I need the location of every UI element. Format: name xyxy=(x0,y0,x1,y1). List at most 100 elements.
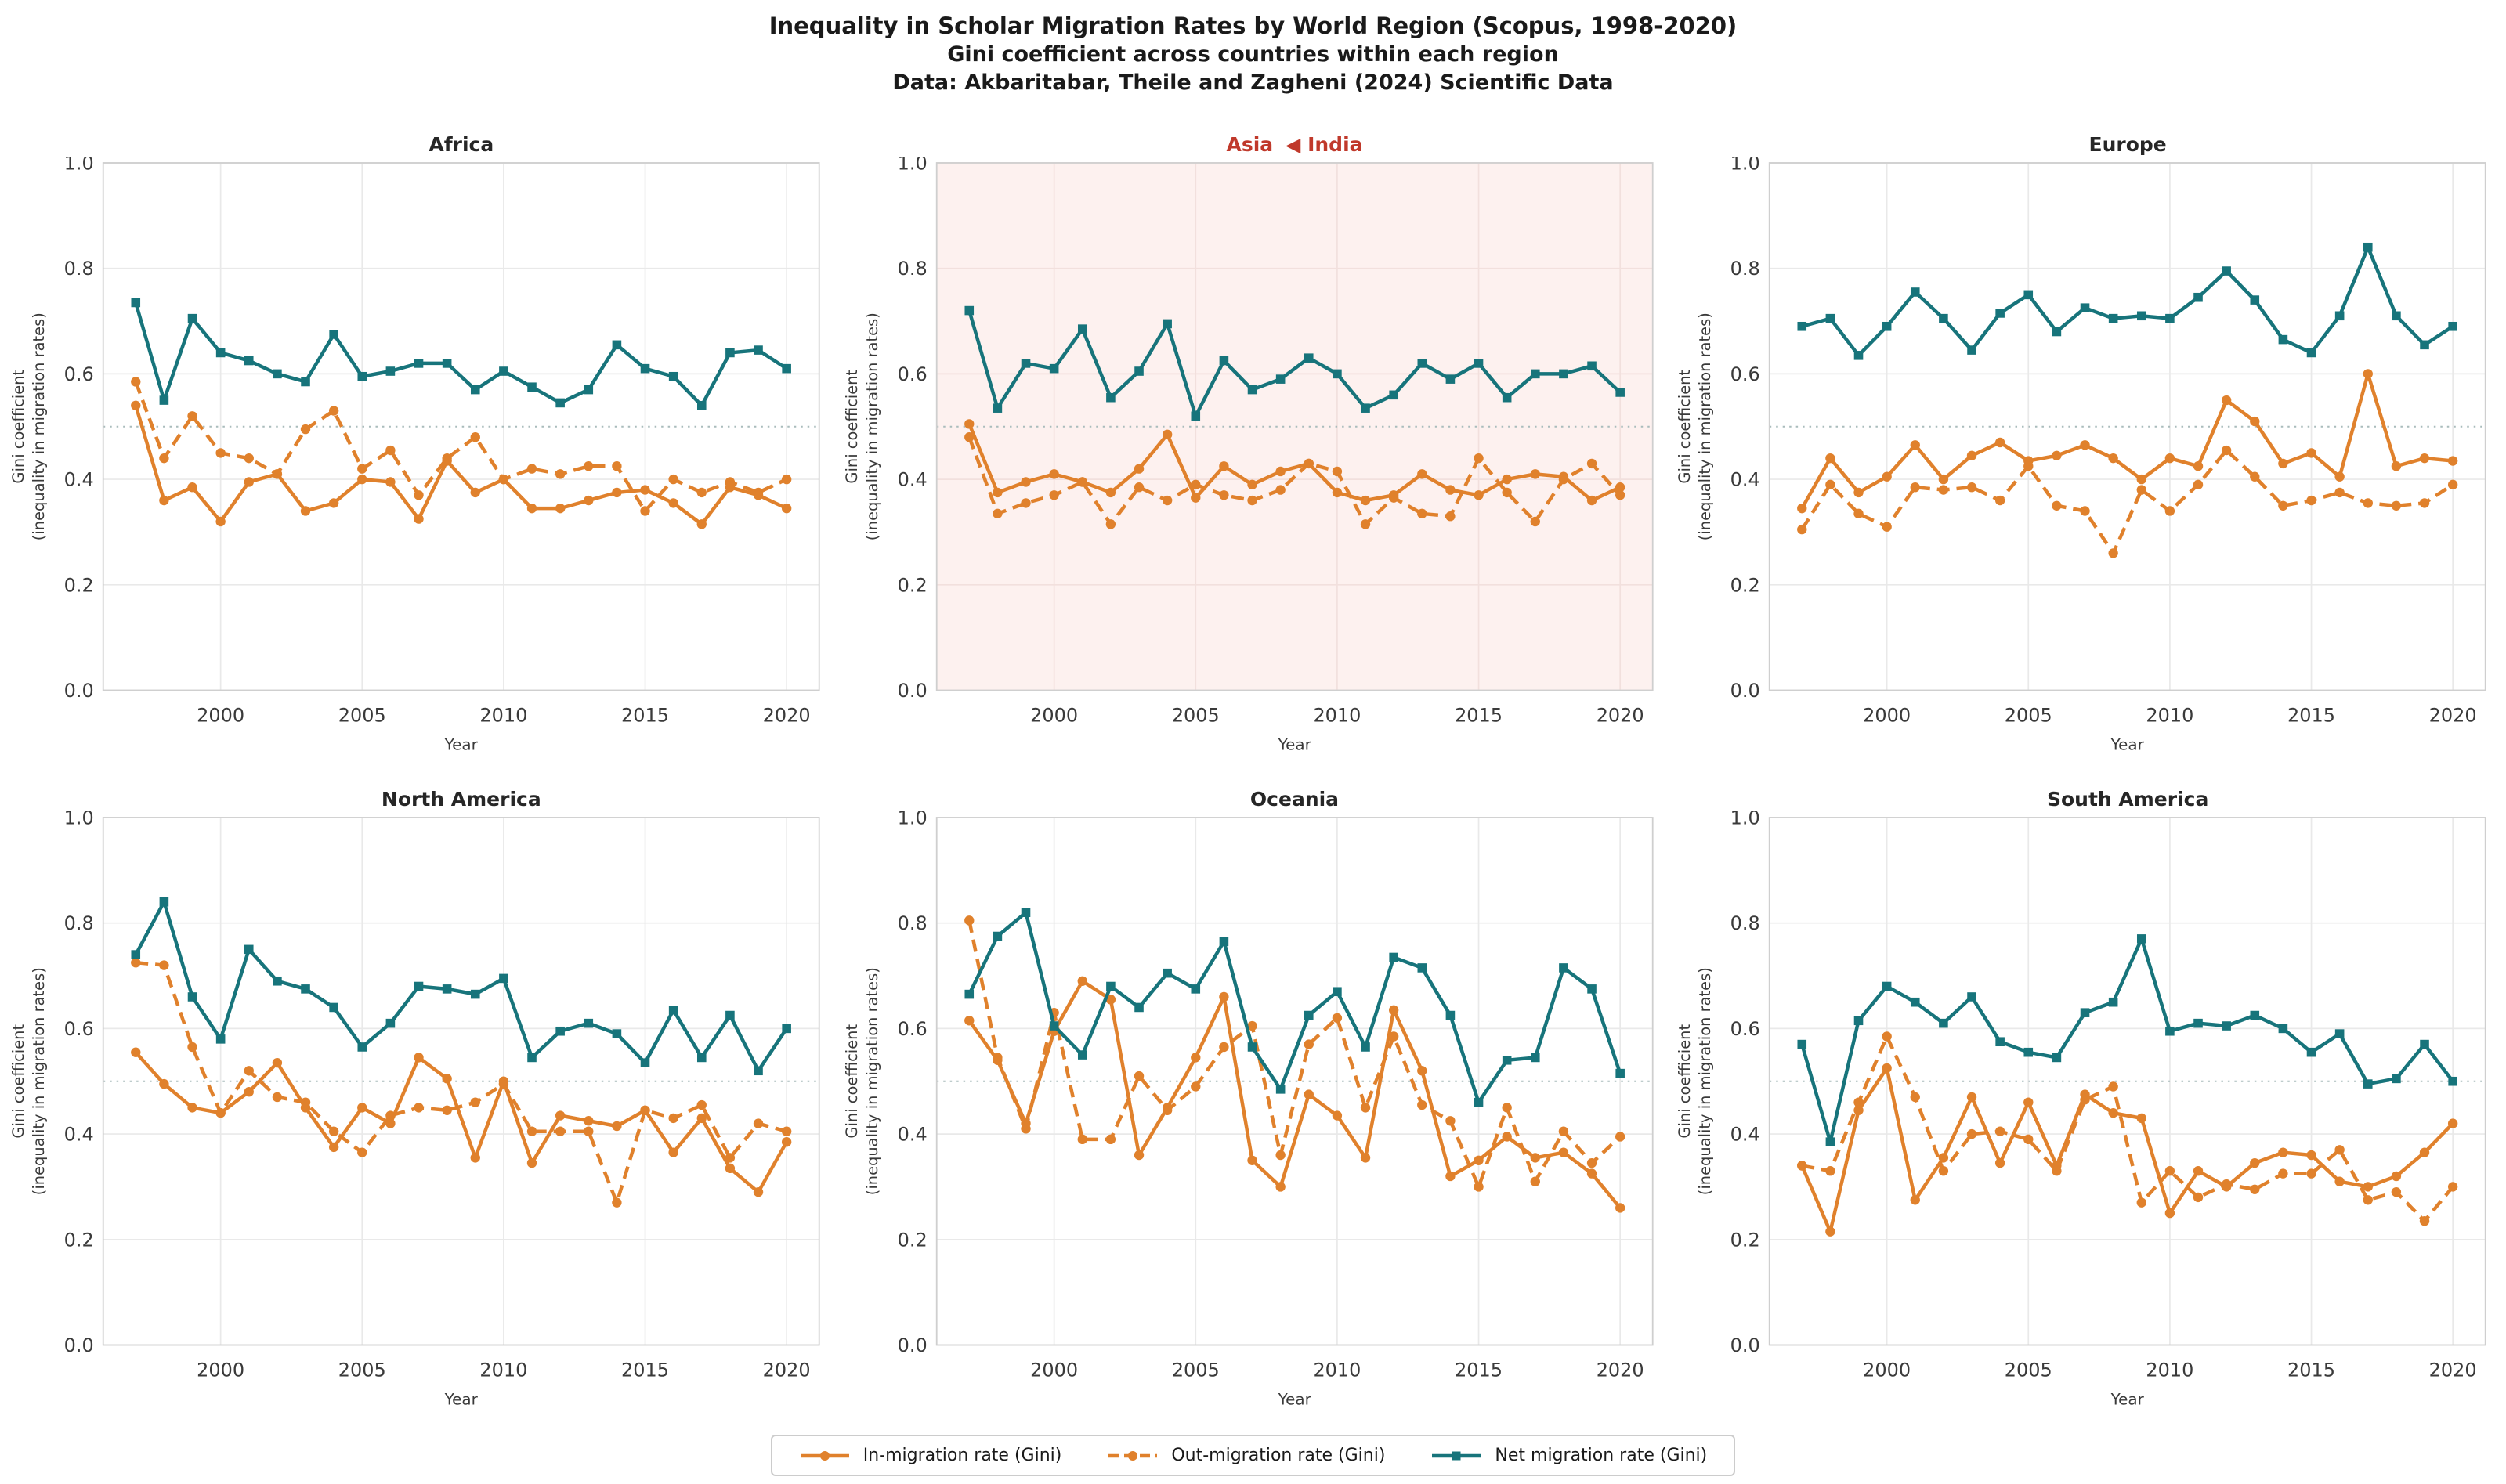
out-migration-line-icon xyxy=(1108,1450,1158,1461)
series-out-marker xyxy=(1586,458,1597,469)
y-tick-label: 0.0 xyxy=(64,1334,94,1356)
series-net-marker xyxy=(1191,984,1200,994)
series-in-marker xyxy=(1416,469,1427,479)
series-in-marker xyxy=(2278,1147,2288,1157)
series-net-marker xyxy=(1854,351,1864,360)
series-net-marker xyxy=(1615,1068,1625,1078)
series-out-marker xyxy=(2392,500,2402,511)
series-in-marker xyxy=(2165,453,2175,464)
series-out-marker xyxy=(2334,487,2345,498)
series-in-marker xyxy=(696,519,707,529)
series-net-marker xyxy=(1304,353,1314,363)
x-tick-label: 2000 xyxy=(1030,704,1078,726)
legend-bar: In-migration rate (Gini) Out-migration r… xyxy=(0,1435,2506,1484)
y-axis-title-line1: Gini coefficient xyxy=(9,1024,27,1139)
series-out-marker xyxy=(2363,1195,2374,1205)
series-in-marker xyxy=(1332,487,1342,498)
series-in-marker xyxy=(1360,495,1370,506)
series-net-marker xyxy=(964,305,974,316)
series-out-marker xyxy=(1360,1103,1370,1113)
x-tick-label: 2010 xyxy=(479,1359,527,1381)
y-tick-label: 0.0 xyxy=(1730,680,1760,702)
series-in-marker xyxy=(1304,1089,1314,1099)
series-in-marker xyxy=(1797,1161,1807,1171)
y-tick-label: 0.8 xyxy=(1730,912,1760,934)
series-out-marker xyxy=(2306,495,2317,506)
y-tick-label: 0.0 xyxy=(64,680,94,702)
series-net-marker xyxy=(1530,1053,1540,1063)
series-net-marker xyxy=(1049,363,1059,374)
series-in-marker xyxy=(2448,456,2458,466)
series-net-marker xyxy=(754,1066,763,1076)
panel-north-america: North America 0.0 0.2 0.4 0.6 0.8 1.0 2000 2005… xyxy=(3,780,837,1435)
y-tick-label: 0.6 xyxy=(64,1018,94,1040)
series-net-marker xyxy=(2222,1021,2232,1031)
series-in-marker xyxy=(1502,474,1512,485)
y-tick-label: 0.2 xyxy=(897,574,927,596)
series-in-marker xyxy=(1967,450,1977,460)
series-net-marker xyxy=(2363,242,2373,252)
series-net-marker xyxy=(2023,290,2034,300)
series-in-marker xyxy=(1049,469,1059,479)
x-tick-label: 2020 xyxy=(2429,704,2477,726)
series-net-marker xyxy=(244,356,254,366)
series-net-marker xyxy=(1615,388,1625,397)
series-net-marker xyxy=(2023,1047,2034,1057)
series-in-marker xyxy=(725,482,736,493)
series-net-marker xyxy=(1021,908,1030,918)
series-out-marker xyxy=(1967,1128,1977,1139)
series-out-marker xyxy=(964,915,975,926)
series-out-marker xyxy=(2448,479,2458,490)
series-net-marker xyxy=(612,340,622,350)
series-out-marker xyxy=(1275,485,1286,495)
series-out-marker xyxy=(1586,1157,1597,1168)
series-in-marker xyxy=(1995,437,2005,448)
y-axis-title-line1: Gini coefficient xyxy=(843,370,861,484)
series-net-marker xyxy=(782,363,791,374)
figure-title-line1: Inequality in Scholar Migration Rates by… xyxy=(768,13,1738,39)
series-out-line xyxy=(1800,448,2454,555)
series-net-marker xyxy=(1967,345,1977,355)
plot-background xyxy=(936,817,1653,1345)
axes-spines xyxy=(935,162,1654,691)
series-in-marker xyxy=(1586,1168,1597,1179)
series-in-marker xyxy=(964,1016,975,1026)
x-tick-label: 2010 xyxy=(1313,1359,1361,1381)
series-net-marker xyxy=(2307,348,2316,358)
x-tick-label: 2005 xyxy=(2005,1359,2052,1381)
series-out-marker xyxy=(1474,453,1484,464)
series-net-marker xyxy=(470,989,480,999)
series-out-marker xyxy=(442,1105,452,1115)
series-out-marker xyxy=(2165,506,2175,516)
series-net-marker xyxy=(1586,984,1597,994)
series-in-marker xyxy=(2052,1161,2062,1171)
series-out-marker xyxy=(1190,1081,1201,1092)
y-tick-label: 0.0 xyxy=(1730,1334,1760,1356)
axes-spines xyxy=(1769,162,2486,691)
x-tick-label: 2015 xyxy=(621,704,669,726)
x-tick-label: 2000 xyxy=(197,704,244,726)
plot-background xyxy=(103,162,819,691)
series-net-marker xyxy=(1275,1085,1286,1094)
series-net-marker xyxy=(1939,313,1949,323)
series-in-marker xyxy=(328,1142,339,1153)
x-tick-label: 2010 xyxy=(1313,704,1361,726)
x-axis-title: Year xyxy=(444,1389,479,1408)
axes-spines xyxy=(102,817,820,1346)
plot-background xyxy=(103,817,819,1345)
x-tick-label: 2005 xyxy=(338,1359,386,1381)
series-net-marker xyxy=(725,348,735,358)
series-net-marker xyxy=(1445,374,1455,384)
series-out-marker xyxy=(2023,1134,2034,1145)
series-in-marker xyxy=(414,1053,424,1063)
series-out-marker xyxy=(2136,1197,2147,1208)
series-in-marker xyxy=(1797,503,1807,514)
series-in-marker xyxy=(385,1118,396,1128)
series-out-marker xyxy=(1910,1092,1921,1103)
series-in-line xyxy=(967,979,1622,1209)
y-tick-label: 0.4 xyxy=(897,1124,927,1146)
series-out-marker xyxy=(131,958,141,968)
series-out-marker xyxy=(2193,479,2204,490)
series-in-marker xyxy=(725,1163,736,1174)
series-out-marker xyxy=(414,490,424,500)
